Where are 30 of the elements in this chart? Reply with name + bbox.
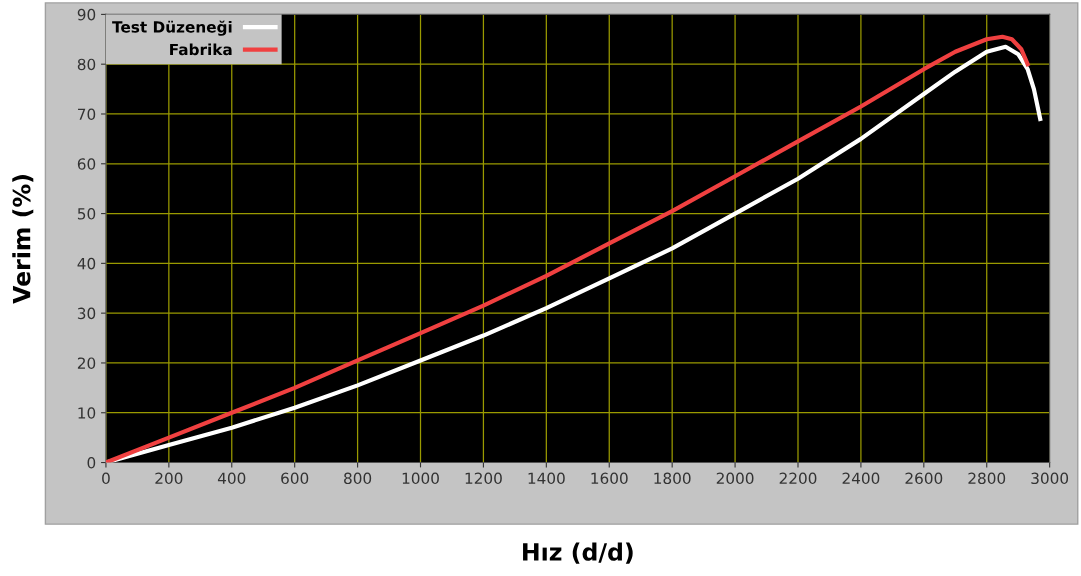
x-tick-label: 1200 — [465, 472, 502, 485]
x-tick-label: 1000 — [402, 472, 439, 485]
x-tick-label: 2600 — [905, 472, 943, 485]
x-tick-label: 2800 — [968, 472, 1006, 485]
y-tick-label: 70 — [78, 108, 96, 121]
y-tick-label: 80 — [77, 58, 96, 71]
y-tick-label: 40 — [77, 257, 96, 270]
y-axis-title: Verim (%) — [12, 175, 34, 304]
x-tick-label: 600 — [281, 472, 309, 485]
y-tick-label: 60 — [77, 158, 96, 170]
legend-label: Test Düzeneği — [112, 20, 232, 36]
x-axis-title: Hız (d/d) — [523, 542, 633, 564]
x-tick-label: 400 — [217, 472, 246, 485]
x-tick-label: 1600 — [591, 472, 628, 485]
x-tick-label: 200 — [155, 472, 183, 485]
x-tick-label: 1400 — [528, 472, 565, 485]
x-tick-label: 2000 — [716, 472, 754, 485]
y-tick-label: 50 — [77, 208, 96, 220]
x-tick-label: 1800 — [654, 472, 691, 485]
legend-label: Fabrika — [170, 43, 232, 56]
y-tick-label: 20 — [77, 357, 96, 369]
x-tick-label: 2400 — [842, 472, 880, 485]
x-tick-label: 0 — [102, 472, 110, 485]
x-tick-label: 3000 — [1031, 472, 1069, 485]
x-tick-label: 800 — [344, 472, 372, 485]
y-tick-label: 10 — [78, 407, 96, 419]
y-tick-label: 0 — [87, 456, 96, 469]
x-tick-label: 2200 — [779, 472, 817, 485]
y-tick-label: 90 — [77, 8, 96, 21]
y-tick-label: 30 — [77, 307, 96, 320]
